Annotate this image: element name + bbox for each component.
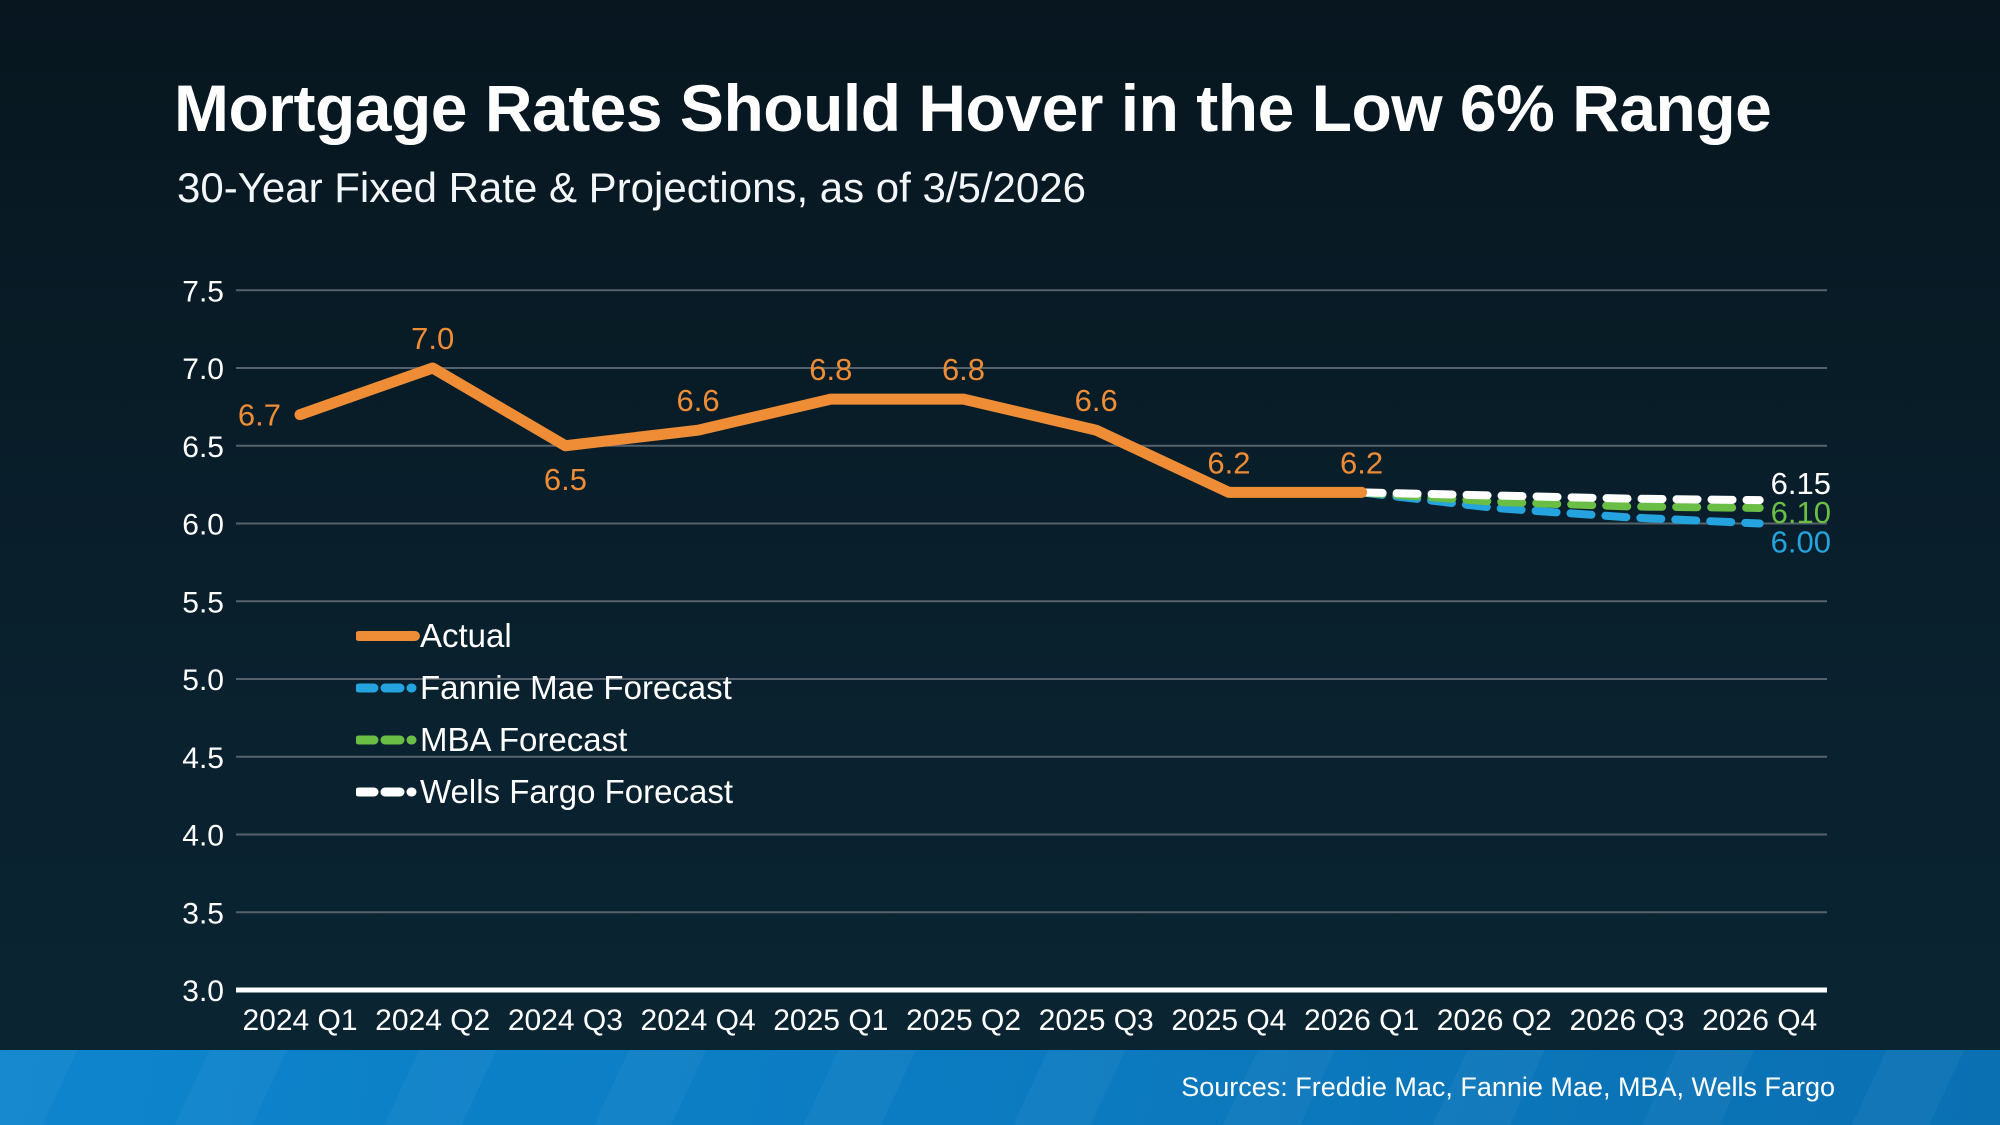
x-tick-label: 2024 Q4 — [641, 1004, 756, 1037]
actual-line-swatch-icon — [356, 631, 420, 641]
y-tick-label: 4.0 — [182, 820, 224, 853]
legend-label-wells-fargo: Wells Fargo Forecast — [420, 773, 733, 810]
wells-fargo-forecast-line — [1357, 488, 1764, 505]
x-tick-label: 2024 Q2 — [375, 1004, 490, 1037]
legend-label-mba: MBA Forecast — [420, 721, 628, 758]
data-label-actual: 6.2 — [1340, 445, 1383, 480]
data-label-actual: 6.6 — [677, 383, 720, 418]
fannie-mae-forecast-line — [1357, 488, 1764, 528]
x-tick-label: 2025 Q3 — [1039, 1004, 1154, 1037]
data-label-actual: 7.0 — [411, 321, 454, 356]
mba-dashed-swatch-icon — [356, 735, 420, 745]
x-tick-label: 2025 Q2 — [906, 1004, 1021, 1037]
end-label-wells-fargo-forecast: 6.15 — [1771, 466, 1831, 501]
wells-fargo-dashed-swatch-icon — [356, 787, 420, 797]
page-title: Mortgage Rates Should Hover in the Low 6… — [174, 71, 1772, 145]
legend-item-mba: MBA Forecast — [356, 714, 733, 766]
x-tick-label: 2026 Q3 — [1569, 1004, 1684, 1037]
chart-legend: Actual Fannie Mae Forecast MBA Forecast … — [356, 610, 733, 818]
y-tick-label: 3.0 — [182, 975, 224, 1008]
footer-bar: Sources: Freddie Mac, Fannie Mae, MBA, W… — [0, 1050, 2000, 1125]
end-label-mba-forecast: 6.10 — [1771, 495, 1831, 530]
legend-label-actual: Actual — [420, 617, 512, 654]
x-tick-label: 2026 Q1 — [1304, 1004, 1419, 1037]
actual-line — [294, 362, 1368, 498]
data-label-actual: 6.5 — [544, 462, 587, 497]
mba-forecast-line — [1357, 488, 1764, 512]
y-tick-label: 6.5 — [182, 431, 224, 464]
fannie-mae-dashed-swatch-icon — [356, 683, 420, 693]
legend-item-fannie-mae: Fannie Mae Forecast — [356, 662, 733, 714]
page-subtitle: 30-Year Fixed Rate & Projections, as of … — [177, 164, 1086, 211]
x-tick-label: 2026 Q4 — [1702, 1004, 1817, 1037]
legend-item-wells-fargo: Wells Fargo Forecast — [356, 766, 733, 818]
y-tick-label: 4.5 — [182, 742, 224, 775]
legend-label-fannie-mae: Fannie Mae Forecast — [420, 669, 732, 706]
data-label-actual: 6.8 — [809, 352, 852, 387]
end-label-fannie-mae-forecast: 6.00 — [1771, 525, 1831, 560]
y-tick-label: 7.5 — [182, 275, 224, 308]
y-tick-label: 7.0 — [182, 353, 224, 386]
x-tick-label: 2026 Q2 — [1437, 1004, 1552, 1037]
legend-item-actual: Actual — [356, 610, 733, 662]
data-label-actual: 6.6 — [1075, 383, 1118, 418]
data-label-actual: 6.7 — [238, 398, 281, 433]
data-label-actual: 6.8 — [942, 352, 985, 387]
sources-text: Sources: Freddie Mac, Fannie Mae, MBA, W… — [1181, 1072, 1835, 1102]
y-tick-label: 5.0 — [182, 664, 224, 697]
x-tick-label: 2025 Q1 — [773, 1004, 888, 1037]
y-tick-label: 6.0 — [182, 509, 224, 542]
x-tick-label: 2025 Q4 — [1171, 1004, 1286, 1037]
x-tick-label: 2024 Q3 — [508, 1004, 623, 1037]
y-tick-label: 3.5 — [182, 897, 224, 930]
x-tick-label: 2024 Q1 — [242, 1004, 357, 1037]
data-label-actual: 6.2 — [1207, 445, 1250, 480]
y-tick-label: 5.5 — [182, 586, 224, 619]
